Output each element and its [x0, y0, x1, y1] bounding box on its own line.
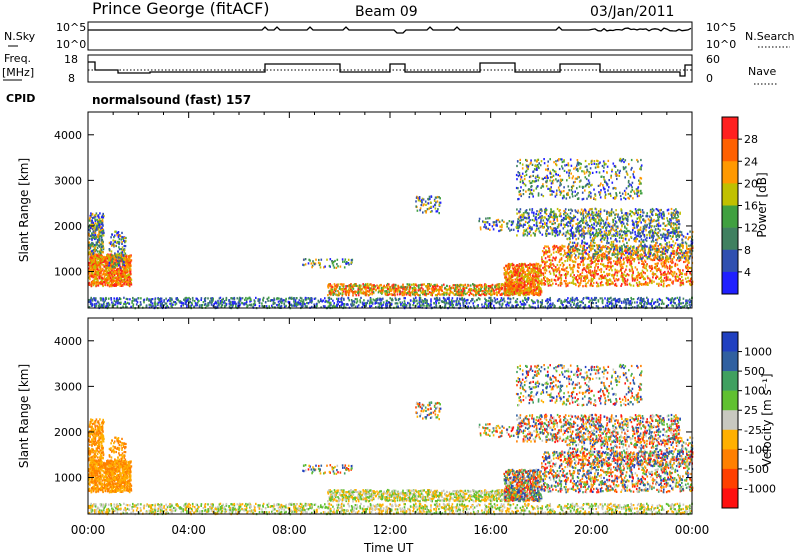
velocity-panel: 1000 2000 3000 4000: [54, 317, 694, 516]
colorbar-swatch: [722, 449, 738, 470]
power-colorbar: 4 8 12 16 20 24 28: [721, 116, 758, 295]
power-cbar-label: Power [dB]: [755, 172, 769, 237]
power-panel: 1000 2000 3000 4000: [54, 111, 694, 310]
colorbar-swatch: [722, 249, 738, 273]
y-tick-label: 1000: [54, 472, 82, 485]
colorbar-tick-label: 100: [744, 385, 765, 398]
velocity-field: [88, 363, 694, 516]
colorbar-swatch: [722, 117, 738, 140]
colorbar-swatch: [722, 271, 738, 295]
y-tick-label: 2000: [54, 220, 82, 233]
y-tick-label: 1000: [54, 266, 82, 279]
x-tick-label: 00:00: [675, 523, 710, 537]
colorbar-tick-label: 4: [744, 266, 751, 279]
nsky-tick-top: 10^5: [56, 21, 86, 34]
colorbar-swatch: [722, 390, 738, 411]
colorbar-swatch: [722, 410, 738, 431]
x-axis-labels: 00:00 04:00 08:00 12:00 16:00 20:00 00:00: [71, 523, 710, 537]
nave-tick-bottom: 0: [706, 72, 713, 85]
y-tick-label: 4000: [54, 129, 82, 142]
colorbar-swatch: [722, 429, 738, 450]
y-tick-label: 3000: [54, 380, 82, 393]
nsky-tick-bottom: 10^0: [56, 38, 86, 51]
x-tick-label: 04:00: [171, 523, 206, 537]
nsearch-tick-bottom: 10^0: [706, 38, 736, 51]
x-tick-label: 20:00: [574, 523, 609, 537]
x-tick-label: 08:00: [272, 523, 307, 537]
colorbar-swatch: [722, 488, 738, 509]
cpid-label: CPID: [6, 92, 35, 105]
colorbar-swatch: [722, 183, 738, 206]
colorbar-swatch: [722, 351, 738, 372]
colorbar-tick-label: -100: [744, 443, 769, 456]
colorbar-tick-label: 28: [744, 133, 758, 146]
x-tick-label: 12:00: [373, 523, 408, 537]
colorbar-tick-label: -25: [744, 424, 762, 437]
colorbar-swatch: [722, 205, 738, 228]
nave-tick-top: 60: [706, 53, 720, 66]
nsearch-label: N.Search: [745, 30, 795, 43]
colorbar-swatch: [722, 468, 738, 489]
freq-tick-top: 18: [64, 53, 78, 66]
beam-title: Beam 09: [355, 4, 418, 20]
freq-panel: [87, 54, 693, 83]
colorbar-tick-label: 500: [744, 365, 765, 378]
x-tick-label: 00:00: [71, 523, 106, 537]
freq-label-1: Freq.: [4, 52, 31, 65]
nsky-label: N.Sky: [4, 30, 36, 43]
nsky-panel: [87, 21, 693, 51]
y-tick-label: 3000: [54, 174, 82, 187]
nsky-line: [88, 26, 692, 34]
velocity-axes: 1000 2000 3000 4000: [54, 318, 693, 514]
colorbar-tick-label: 8: [744, 244, 751, 257]
x-tick-label: 16:00: [473, 523, 508, 537]
colorbar-tick-label: 12: [744, 222, 758, 235]
colorbar-tick-label: -500: [744, 463, 769, 476]
colorbar-swatch: [722, 161, 738, 184]
colorbar-tick-label: 16: [744, 200, 758, 213]
colorbar-tick-label: 20: [744, 177, 758, 190]
date-title: 03/Jan/2011: [590, 4, 674, 20]
power-axes: 1000 2000 3000 4000: [54, 112, 693, 308]
colorbar-tick-label: 24: [744, 155, 758, 168]
colorbar-tick-label: 25: [744, 404, 758, 417]
power-ylabel: Slant Range [km]: [17, 158, 31, 262]
nsearch-tick-top: 10^5: [706, 21, 736, 34]
freq-line: [88, 61, 692, 77]
power-field: [88, 157, 694, 310]
x-axis-title: Time UT: [363, 541, 414, 554]
nave-label: Nave: [748, 65, 776, 78]
velocity-colorbar: 1000 500 100 25 -25 -100 -500 -1000: [721, 331, 776, 509]
freq-label-2: [MHz]: [2, 66, 34, 79]
station-title: Prince George (fitACF): [92, 0, 270, 18]
colorbar-swatch: [722, 139, 738, 162]
freq-tick-bottom: 8: [68, 72, 75, 85]
cpid-value: normalsound (fast) 157: [92, 93, 251, 107]
y-tick-label: 2000: [54, 426, 82, 439]
velocity-cbar-label: Velocity [m s⁻¹]: [760, 373, 774, 466]
colorbar-swatch: [722, 227, 738, 251]
colorbar-swatch: [722, 371, 738, 391]
velocity-ylabel: Slant Range [km]: [17, 364, 31, 468]
y-tick-label: 4000: [54, 335, 82, 348]
colorbar-tick-label: -1000: [744, 482, 776, 495]
colorbar-swatch: [722, 332, 738, 352]
colorbar-tick-label: 1000: [744, 346, 772, 359]
